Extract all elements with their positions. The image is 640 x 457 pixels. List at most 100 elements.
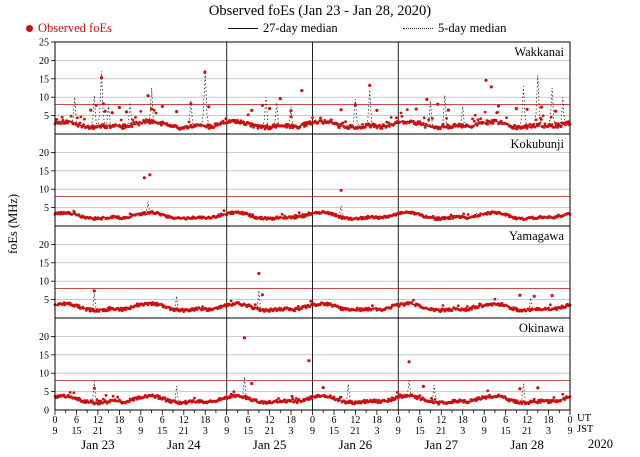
observed-spike-point [268,107,272,111]
station-label: Yamagawa [509,229,564,243]
x-tick-label-ut: 12 [265,415,275,426]
x-tick-label-jst: 21 [350,426,360,437]
observed-spike-point [250,381,254,386]
observed-point [397,121,401,125]
observed-point [153,396,157,399]
y-tick-label: 20 [39,148,49,159]
observed-point [331,212,335,215]
observed-point [490,303,494,307]
observed-point [99,126,102,129]
observed-point [478,214,482,218]
observed-point [500,301,504,305]
observed-point [505,116,508,120]
observed-point [249,124,253,128]
observed-point [336,122,339,126]
observed-point [363,398,366,402]
observed-point [134,116,137,119]
x-tick-label-jst: 9 [53,426,58,437]
date-label: Jan 26 [339,437,373,452]
observed-spike-point [92,289,96,293]
observed-point [140,121,144,125]
observed-point [222,209,226,213]
observed-point [72,391,76,395]
observed-point [283,398,287,402]
observed-point [536,401,540,405]
x-tick-label-jst: 3 [460,426,465,437]
observed-point [246,113,250,117]
observed-point [265,123,269,127]
y-tick-label: 20 [39,332,49,343]
observed-spike-point [484,78,488,82]
observed-spike-point [425,97,429,101]
x-tick-label-jst: 15 [501,426,511,437]
observed-point [493,297,497,301]
observed-point [336,304,339,308]
station-label: Kokubunji [511,137,565,151]
observed-point [293,309,296,313]
observed-point [400,115,404,118]
ut-axis-label: UT [577,413,591,424]
observed-point [101,215,105,219]
observed-point [363,401,367,405]
observed-point [380,126,384,130]
observed-point [242,120,246,124]
observed-point [526,124,530,128]
x-tick-label-ut: 0 [568,415,573,426]
observed-point [184,399,187,403]
observed-point [433,398,437,401]
observed-point [296,304,300,308]
observed-point [494,118,498,122]
observed-spike-point [446,108,450,112]
observed-point [309,299,313,303]
y-tick-label: 10 [39,93,49,104]
x-tick-label-ut: 0 [482,415,487,426]
observed-point [83,117,86,121]
x-tick-label-jst: 3 [117,426,122,437]
observed-point [553,125,557,129]
y-tick-label: 15 [39,74,49,85]
x-tick-label-jst: 15 [415,426,425,437]
date-label: Jan 27 [425,437,459,452]
observed-point [151,121,154,125]
observed-point [212,125,216,129]
observed-point [140,302,144,306]
observed-point [297,398,301,401]
observed-point [166,397,170,401]
observed-point [219,214,222,218]
observed-point [60,115,64,119]
observed-point [69,114,73,118]
observed-point [268,309,271,313]
observed-spike-point [257,271,261,276]
x-tick-label-ut: 18 [544,415,554,426]
observed-point [62,301,66,304]
observed-point [244,123,248,126]
x-tick-label-ut: 0 [396,415,401,426]
observed-point [405,121,408,125]
observed-point [441,122,445,126]
x-tick-label-ut: 18 [458,415,468,426]
observed-spike-point [518,293,522,297]
observed-point [288,126,292,130]
observed-spike-point [307,359,311,363]
observed-point [354,309,358,312]
observed-spike-point [203,70,207,74]
observed-spike-point [94,103,98,107]
observed-point [119,306,123,310]
chart-title: Observed foEs (Jan 23 - Jan 28, 2020) [208,3,432,19]
y-tick-label: 5 [44,387,49,398]
observed-point [376,401,380,405]
x-tick-label-jst: 3 [374,426,379,437]
x-tick-label-ut: 0 [224,415,229,426]
observed-point [261,217,265,221]
observed-point [61,118,65,122]
observed-point [101,123,105,126]
observed-point [133,122,137,126]
observed-point [67,120,71,123]
observed-point [528,122,532,126]
observed-point [471,117,474,121]
observed-point [462,212,465,216]
x-tick-label-ut: 12 [350,415,360,426]
legend-observed-label: Observed foEs [38,21,112,35]
observed-point [280,212,284,216]
observed-point [344,120,347,124]
